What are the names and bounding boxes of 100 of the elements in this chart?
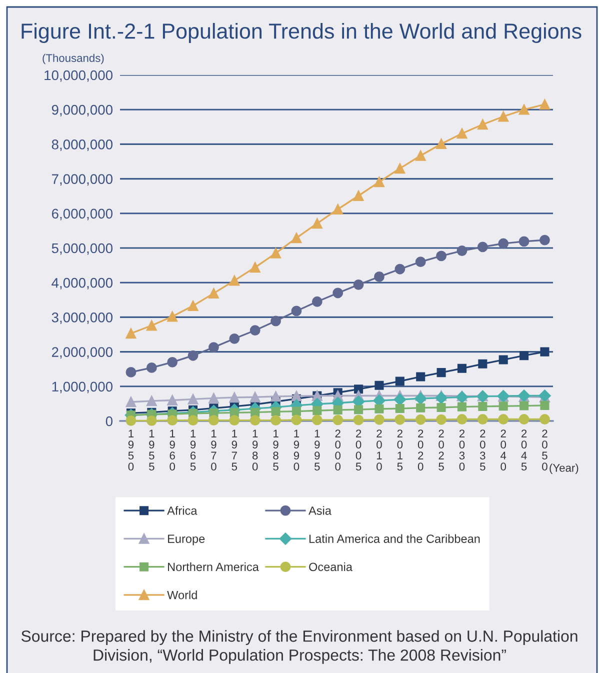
- point: [208, 342, 219, 353]
- point: [394, 163, 406, 174]
- x-tick-label: 2020: [418, 430, 424, 470]
- point: [353, 414, 364, 426]
- point: [167, 395, 178, 406]
- point: [188, 300, 198, 311]
- point: [374, 380, 384, 390]
- y-tick-label: 9,000,000: [52, 104, 113, 116]
- point: [250, 262, 260, 273]
- point: [270, 316, 281, 326]
- legend-label: Northern America: [168, 562, 259, 572]
- point: [188, 394, 198, 404]
- point: [312, 414, 322, 426]
- point: [312, 218, 322, 229]
- x-tick-label: 2000: [335, 430, 340, 470]
- point: [167, 415, 178, 426]
- point: [270, 415, 281, 426]
- point: [271, 407, 280, 416]
- point: [167, 311, 178, 322]
- point: [456, 246, 468, 256]
- y-tick-label: 0: [106, 416, 113, 426]
- point: [354, 384, 364, 394]
- point: [374, 272, 384, 282]
- point: [478, 402, 488, 411]
- point: [436, 414, 446, 425]
- point: [333, 405, 342, 414]
- point: [540, 234, 550, 246]
- point: [395, 404, 404, 414]
- point: [457, 402, 466, 412]
- legend-label: Oceania: [309, 562, 352, 572]
- point: [312, 296, 322, 307]
- source-note: Source: Prepared by the Ministry of the Environment based on U.N. Population Division, “World Population Prospects: The 2008 Revision”: [21, 630, 578, 664]
- y-tick-label: 6,000,000: [52, 208, 113, 220]
- point: [540, 99, 550, 110]
- point: [292, 406, 301, 416]
- y-tick-label: 7,000,000: [52, 174, 113, 186]
- point: [435, 392, 448, 404]
- point: [374, 404, 384, 414]
- point: [414, 392, 427, 405]
- point: [498, 355, 508, 364]
- point: [229, 392, 240, 403]
- point: [478, 359, 488, 368]
- x-tick-label: 1970: [211, 430, 216, 470]
- point: [188, 415, 198, 426]
- y-tick-label: 3,000,000: [52, 312, 113, 324]
- legend-label: Africa: [167, 506, 198, 515]
- point: [291, 232, 302, 244]
- x-tick-label: 1990: [294, 430, 300, 470]
- y-tick-label: 1,000,000: [52, 382, 113, 394]
- point: [126, 415, 136, 426]
- point: [416, 372, 426, 382]
- point: [146, 396, 157, 406]
- point: [270, 248, 281, 258]
- point: [498, 402, 508, 411]
- point: [126, 396, 136, 408]
- y-tick-label: 10,000,000: [44, 70, 113, 82]
- point: [208, 392, 219, 404]
- point: [312, 406, 322, 416]
- y-tick-label: 5,000,000: [52, 243, 113, 255]
- point: [520, 401, 529, 410]
- y-tick-label: 4,000,000: [52, 278, 113, 290]
- x-tick-label: 1985: [273, 430, 278, 470]
- point: [291, 414, 302, 426]
- point: [146, 415, 157, 426]
- point: [498, 414, 509, 424]
- x-tick-label: 1975: [232, 430, 238, 470]
- point: [167, 356, 178, 368]
- point: [394, 414, 406, 425]
- y-axis-title: (Thousands): [42, 54, 104, 64]
- point: [291, 390, 302, 402]
- point: [436, 138, 446, 150]
- point: [250, 415, 260, 426]
- legend-label: Asia: [308, 506, 332, 515]
- point: [229, 333, 240, 344]
- point: [436, 402, 446, 412]
- point: [540, 400, 550, 410]
- point: [332, 414, 344, 426]
- point: [146, 362, 157, 373]
- point: [374, 414, 384, 425]
- point: [456, 414, 468, 424]
- y-tick-label: 8,000,000: [52, 140, 113, 152]
- point: [146, 320, 157, 331]
- x-tick-label: 2025: [438, 430, 444, 470]
- point: [332, 288, 344, 298]
- point: [540, 347, 550, 356]
- chart-title: Figure Int.-2-1 Population Trends in the World and Regions: [22, 22, 582, 44]
- legend-label: World: [167, 590, 197, 600]
- point: [518, 236, 530, 247]
- point: [394, 264, 406, 274]
- x-tick-label: 1955: [149, 430, 154, 470]
- point: [436, 368, 446, 378]
- x-tick-label: 2040: [500, 430, 506, 470]
- x-axis-title: (Year): [550, 464, 578, 474]
- point: [436, 250, 446, 262]
- x-tick-label: 1950: [128, 430, 134, 470]
- point: [540, 414, 550, 424]
- point: [477, 119, 488, 130]
- point: [229, 275, 240, 286]
- point: [188, 350, 198, 361]
- point: [477, 242, 488, 252]
